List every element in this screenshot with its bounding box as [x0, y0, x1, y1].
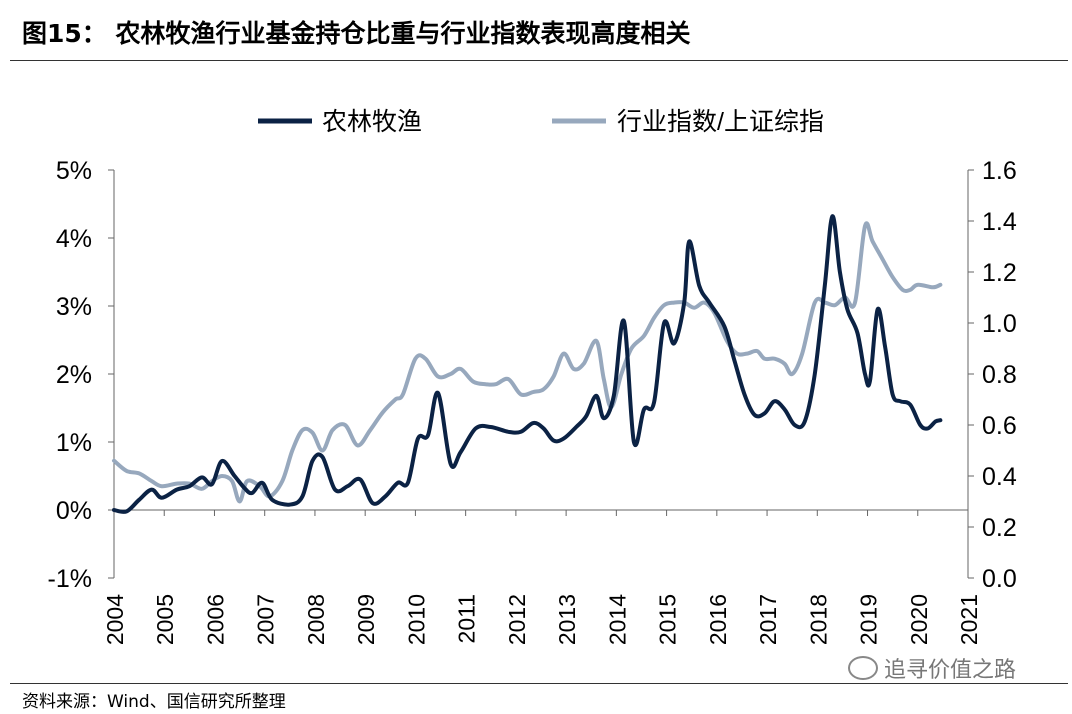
- legend-item-agri-label: 农林牧渔: [322, 108, 422, 136]
- left-tick-label: 3%: [56, 293, 92, 321]
- legend: 农林牧渔 行业指数/上证综指: [258, 108, 824, 136]
- left-tick-label: 1%: [56, 429, 92, 457]
- x-tick-label: 2015: [655, 594, 681, 645]
- x-tick-label: 2017: [755, 594, 781, 645]
- x-tick-label: 2004: [102, 594, 128, 645]
- right-tick-label: 0.2: [982, 514, 1017, 542]
- x-tick-label: 2008: [303, 594, 329, 645]
- title-rule: [10, 60, 1068, 61]
- x-tick-label: 2021: [956, 594, 982, 645]
- x-tick-label: 2012: [504, 594, 530, 645]
- left-tick-label: -1%: [48, 565, 92, 593]
- left-tick-label: 5%: [56, 157, 92, 185]
- x-tick-label: 2010: [403, 594, 429, 645]
- right-tick-label: 0.8: [982, 361, 1017, 389]
- left-tick-label: 4%: [56, 225, 92, 253]
- x-tick-label: 2013: [554, 594, 580, 645]
- x-tick-label: 2019: [856, 594, 882, 645]
- right-tick-label: 1.4: [982, 208, 1017, 236]
- x-tick-label: 2007: [253, 594, 279, 645]
- watermark: 追寻价值之路: [848, 652, 1016, 684]
- series-line-agri: [112, 214, 943, 514]
- right-tick-label: 0.0: [982, 565, 1017, 593]
- source-rule: [10, 683, 1068, 684]
- series-layer: [112, 214, 943, 514]
- watermark-text: 追寻价值之路: [884, 658, 1017, 683]
- wechat-icon: [848, 656, 878, 680]
- x-tick-label: 2014: [604, 594, 630, 645]
- right-tick-label: 1.0: [982, 310, 1017, 338]
- right-tick-label: 1.6: [982, 157, 1017, 185]
- x-tick-label: 2020: [906, 594, 932, 645]
- left-tick-label: 0%: [56, 497, 92, 525]
- axes-group: -1% 0% 1% 2% 3% 4% 5% 0.0 0.2 0.4 0.6 0.8 1.0 1.2 1.4 1…: [48, 157, 1017, 645]
- x-tick-label: 2009: [353, 594, 379, 645]
- x-tick-label: 2016: [705, 594, 731, 645]
- left-tick-label: 2%: [56, 361, 92, 389]
- x-tick-label: 2018: [805, 594, 831, 645]
- title-bar: 图15： 农林牧渔行业基金持仓比重与行业指数表现高度相关: [0, 0, 1072, 62]
- right-tick-label: 1.2: [982, 259, 1017, 287]
- x-tick-label: 2005: [152, 594, 178, 645]
- legend-item-ratio-label: 行业指数/上证综指: [617, 108, 824, 136]
- chart-title: 图15： 农林牧渔行业基金持仓比重与行业指数表现高度相关: [22, 19, 691, 48]
- right-tick-label: 0.4: [982, 463, 1017, 491]
- x-tick-label: 2006: [202, 594, 228, 645]
- x-tick-label: 2011: [454, 594, 480, 643]
- source-note: 资料来源：Wind、国信研究所整理: [22, 692, 286, 712]
- right-tick-label: 0.6: [982, 412, 1017, 440]
